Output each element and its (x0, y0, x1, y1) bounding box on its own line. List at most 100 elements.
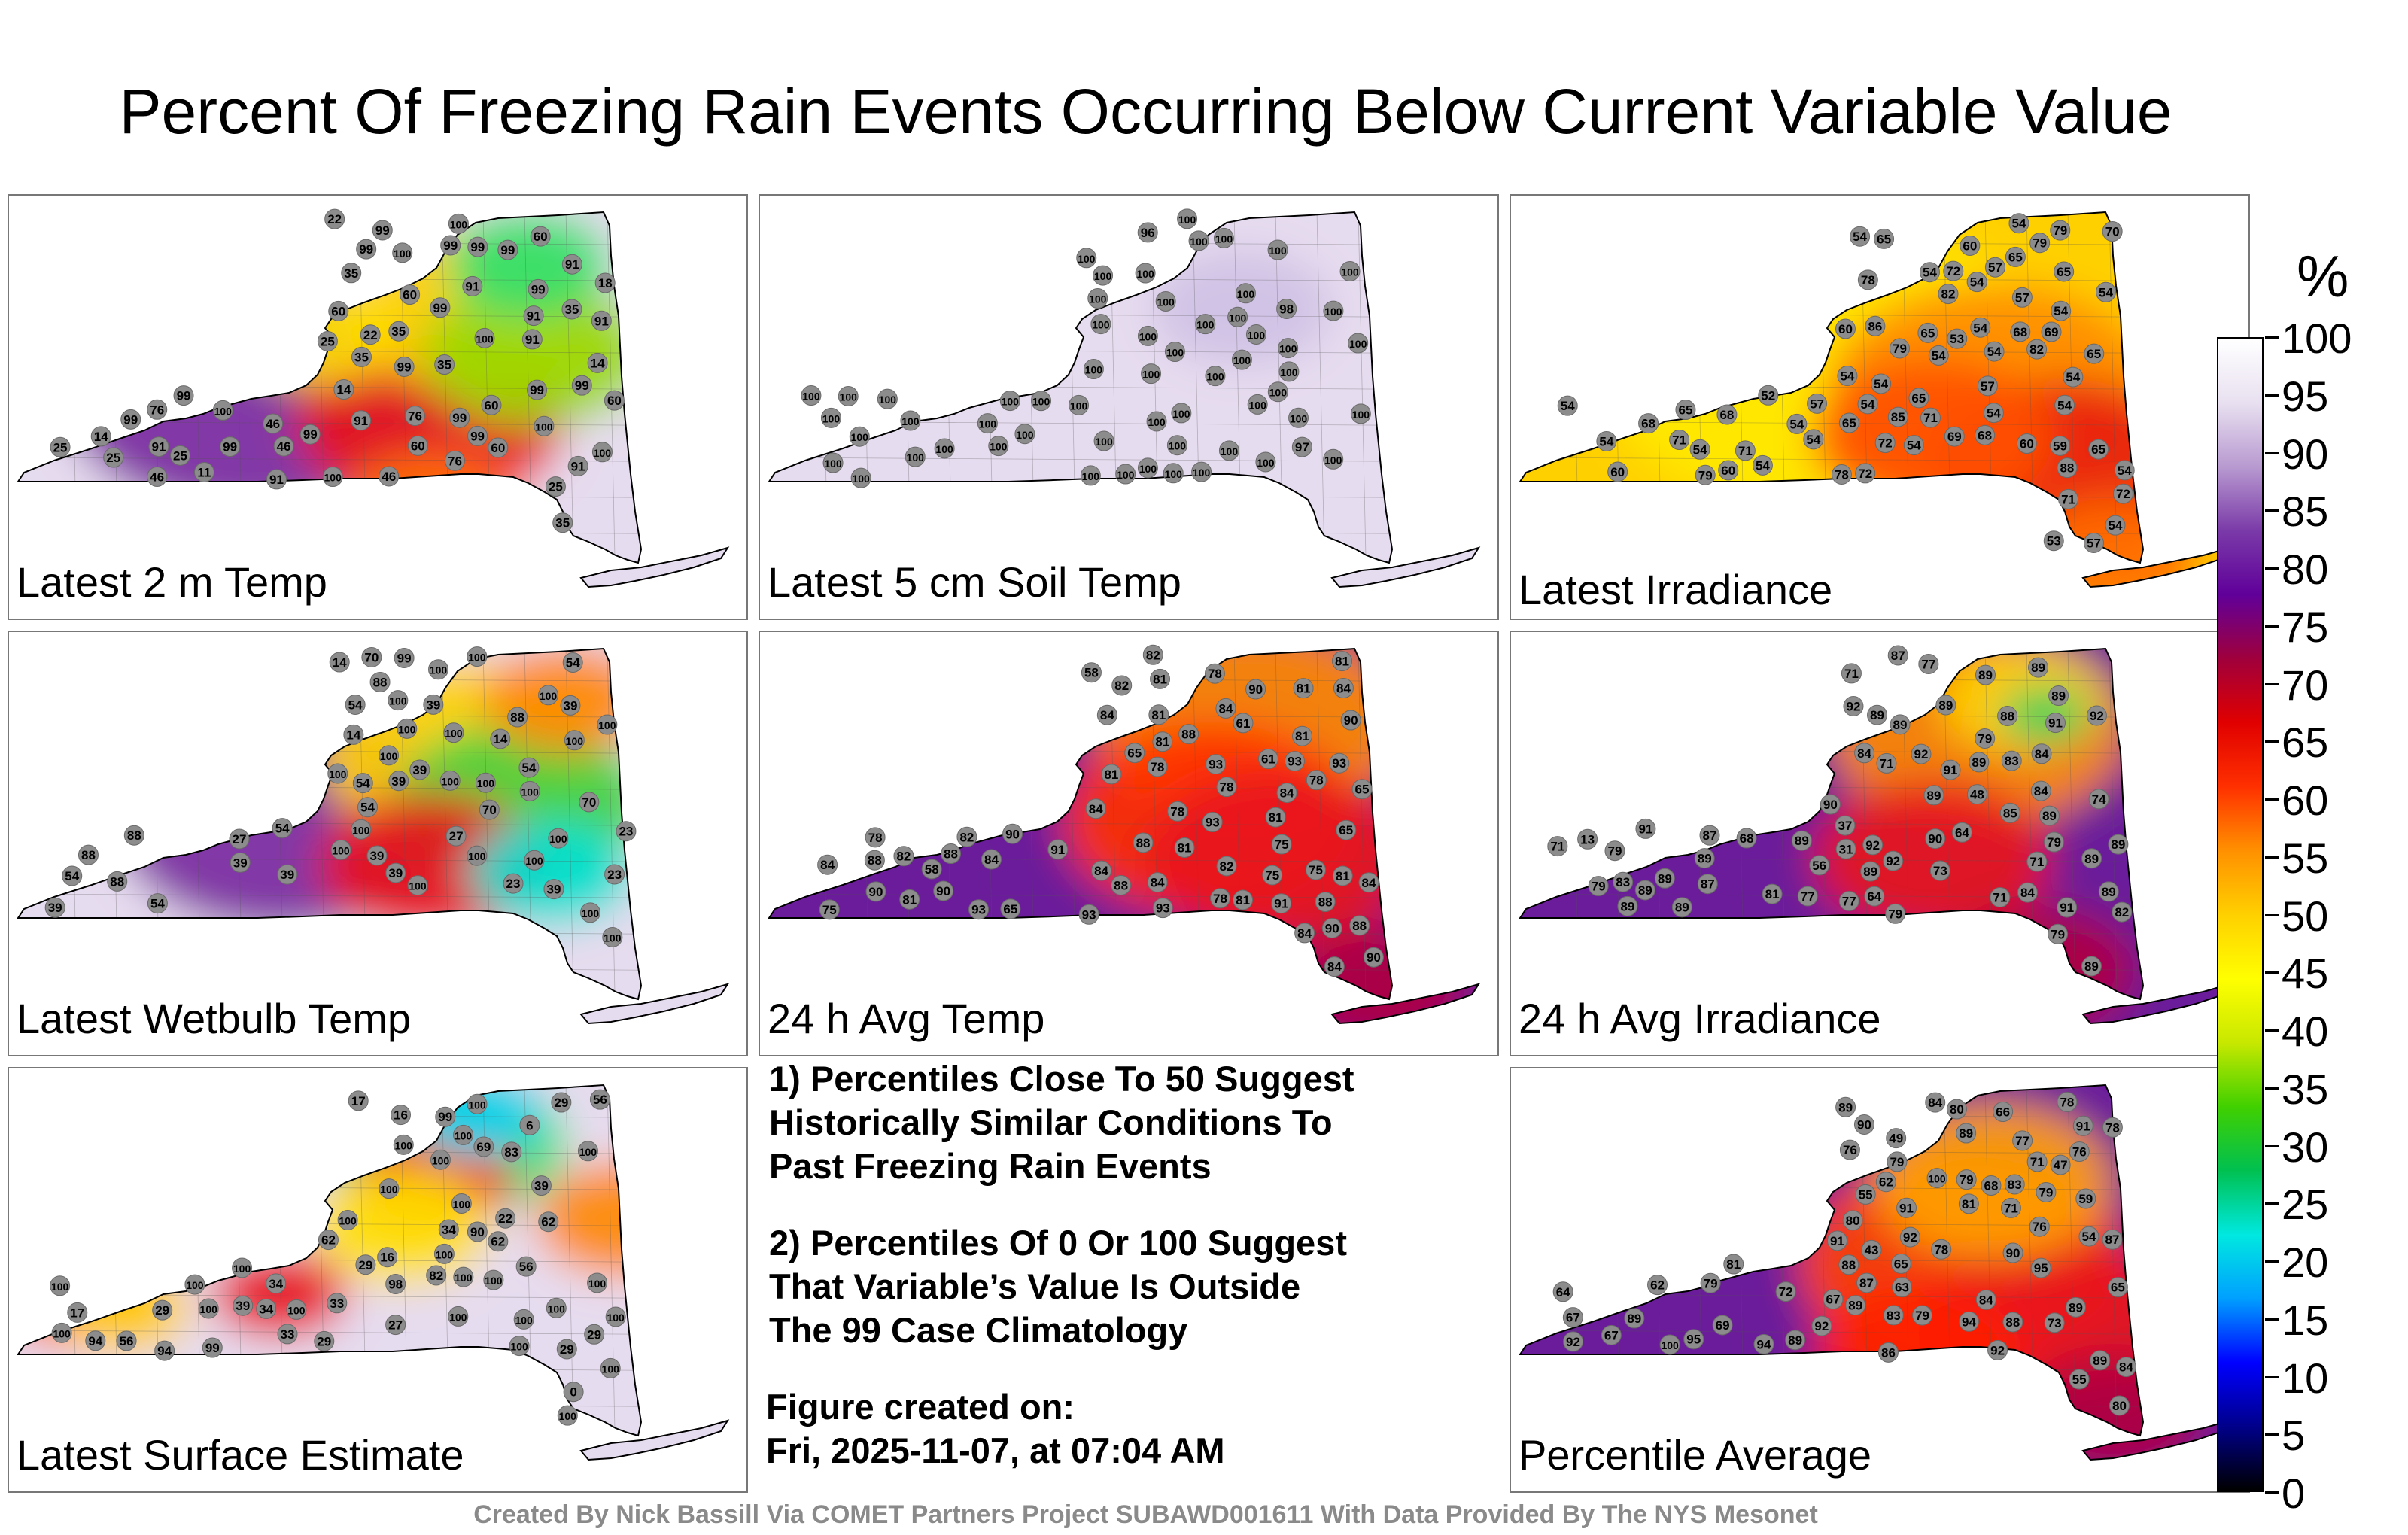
state-outline (1519, 1084, 2145, 1437)
station-value: 80 (1950, 1102, 1964, 1117)
station-marker: 89 (1867, 704, 1888, 725)
station-marker: 53 (2043, 530, 2064, 552)
station-value: 99 (375, 223, 390, 238)
station-value: 23 (607, 868, 622, 882)
station-value: 65 (1003, 902, 1017, 916)
station-marker: 47 (2050, 1154, 2071, 1175)
station-marker: 100 (999, 391, 1020, 412)
station-value: 100 (449, 1311, 467, 1323)
station-value: 79 (1890, 1155, 1904, 1169)
station-value: 93 (1206, 816, 1220, 830)
station-marker: 100 (1155, 290, 1176, 312)
state-outline (1519, 647, 2145, 1001)
map-panel-soil-temp: 100 100 100 100 100 98 100 100 100 100 96 100 100 100… (759, 194, 1499, 620)
station-marker: 88 (1111, 875, 1132, 896)
station-marker: 72 (1775, 1281, 1796, 1302)
station-marker: 77 (2012, 1130, 2033, 1151)
station-marker: 82 (1111, 675, 1133, 696)
station-marker: 35 (351, 346, 372, 367)
station-marker: 70 (361, 646, 382, 667)
station-marker: 100 (591, 442, 613, 463)
station-marker: 39 (388, 771, 409, 792)
station-marker: 80 (2109, 1395, 2130, 1416)
note-1: 1) Percentiles Close To 50 Suggest Histo… (769, 1057, 1496, 1188)
station-value: 100 (394, 248, 412, 260)
station-value: 100 (535, 421, 553, 433)
station-value: 90 (1367, 950, 1381, 965)
station-marker: 100 (1087, 288, 1108, 309)
colorbar-tick (2265, 1260, 2279, 1263)
station-value: 86 (1868, 319, 1882, 333)
station-marker: 84 (1091, 860, 1112, 881)
station-value: 0 (570, 1385, 576, 1400)
station-marker: 100 (1267, 381, 1288, 403)
station-value: 25 (173, 448, 187, 463)
station-value: 78 (1861, 273, 1875, 287)
station-marker: 88 (107, 871, 128, 892)
station-value: 100 (515, 1314, 533, 1326)
station-value: 84 (984, 853, 999, 867)
station-marker: 65 (1675, 400, 1696, 421)
station-value: 70 (364, 650, 379, 664)
station-value: 14 (493, 732, 507, 746)
station-marker: 81 (1331, 651, 1352, 672)
station-marker: 62 (1875, 1172, 1896, 1193)
station-marker: 91 (266, 469, 287, 490)
station-marker: 100 (1926, 1168, 1947, 1189)
station-marker: 100 (232, 1257, 253, 1278)
station-marker: 91 (521, 329, 543, 350)
station-marker: 99 (528, 278, 549, 299)
station-marker: 88 (78, 844, 99, 865)
station-value: 89 (1863, 865, 1877, 879)
station-marker: 54 (1857, 394, 1878, 415)
station-marker: 95 (1683, 1329, 1704, 1350)
station-value: 99 (438, 1110, 452, 1124)
station-value: 100 (559, 1410, 577, 1422)
station-marker: 81 (1148, 704, 1169, 725)
map-svg: 5465706554576554545760605454546560545457… (1519, 211, 2232, 588)
station-value: 79 (1592, 880, 1606, 894)
station-value: 99 (397, 360, 412, 374)
station-value: 82 (959, 830, 974, 844)
station-marker: 54 (518, 757, 540, 778)
station-value: 100 (1172, 408, 1190, 420)
station-value: 55 (1859, 1187, 1873, 1202)
station-marker: 65 (2107, 1277, 2128, 1298)
colorbar-tick-label: 95 (2282, 372, 2329, 420)
station-value: 99 (223, 440, 237, 454)
station-marker: 54 (2063, 366, 2084, 388)
station-value: 100 (548, 1302, 566, 1315)
figure-title: Percent Of Freezing Rain Events Occurrin… (119, 76, 2172, 147)
station-marker: 97 (1291, 436, 1312, 457)
station-marker: 54 (1596, 430, 1617, 451)
station-marker: 100 (801, 385, 822, 406)
station-value: 92 (2090, 709, 2104, 723)
station-marker: 62 (538, 1211, 559, 1233)
station-value: 99 (123, 412, 138, 427)
station-value: 87 (1859, 1276, 1874, 1290)
station-value: 29 (560, 1342, 574, 1357)
station-marker: 54 (357, 797, 379, 818)
station-marker: 100 (1339, 260, 1361, 281)
station-marker: 65 (1124, 743, 1145, 764)
station-value: 54 (1853, 229, 1867, 244)
station-marker: 88 (2002, 1312, 2023, 1333)
station-marker: 98 (1276, 299, 1297, 320)
station-value: 48 (1970, 788, 1984, 802)
station-marker: 100 (605, 1306, 626, 1327)
station-value: 84 (1094, 864, 1108, 878)
station-value: 25 (321, 334, 335, 348)
station-value: 85 (2003, 806, 2017, 820)
station-value: 91 (527, 309, 541, 324)
station-value: 14 (94, 430, 108, 444)
station-marker: 88 (123, 825, 144, 846)
station-marker: 100 (1083, 359, 1104, 380)
station-value: 79 (2039, 1186, 2053, 1200)
field-fill (18, 649, 728, 1023)
station-marker: 65 (1351, 779, 1373, 800)
station-value: 100 (1082, 470, 1100, 482)
station-marker: 99 (299, 424, 321, 445)
station-value: 84 (1928, 1096, 1942, 1110)
station-marker: 100 (1076, 248, 1097, 269)
